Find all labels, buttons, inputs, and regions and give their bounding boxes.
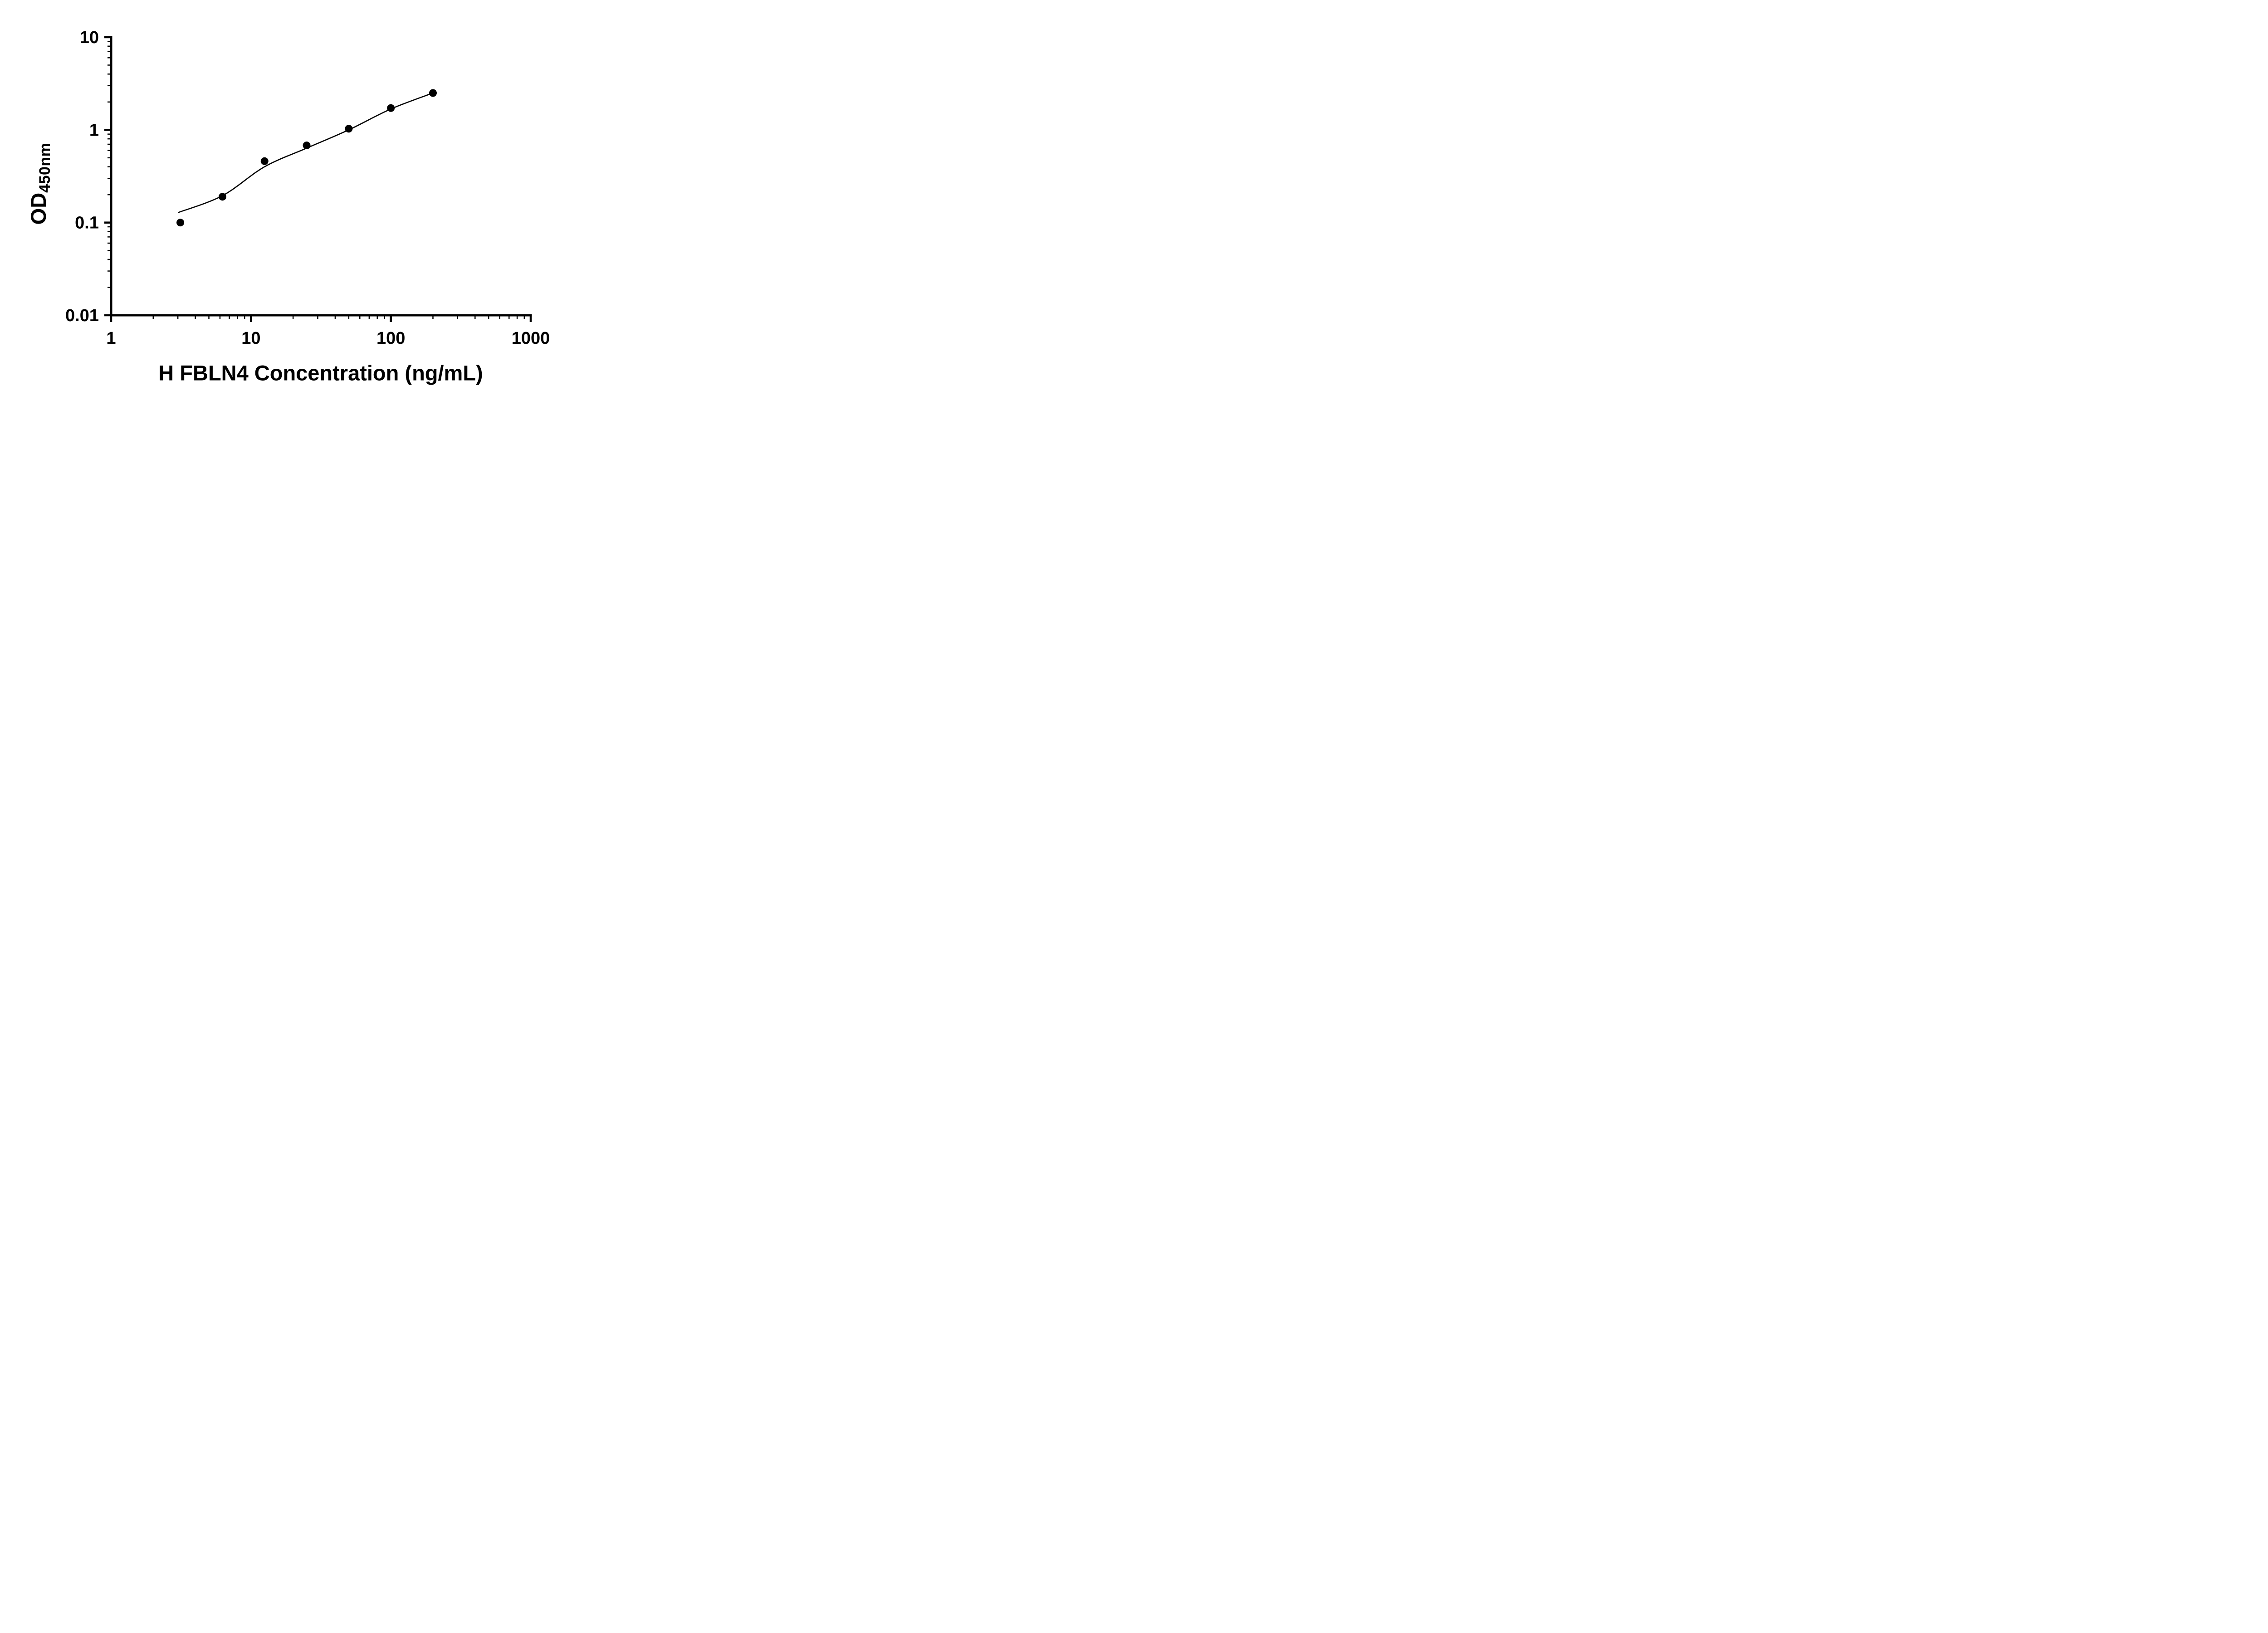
y-tick-label: 0.01	[65, 306, 99, 325]
y-axis-title: OD450nm	[26, 143, 54, 225]
y-axis-title-main: OD	[26, 192, 50, 225]
fit-curve	[177, 92, 433, 214]
data-point	[260, 157, 269, 165]
data-point	[303, 142, 311, 150]
axis-lines	[110, 36, 532, 317]
data-point	[429, 89, 437, 97]
data-point	[176, 219, 185, 227]
x-tick-label: 10	[241, 329, 260, 348]
y-tick-label: 1	[89, 121, 99, 140]
y-tick-label: 10	[80, 28, 99, 47]
data-point	[345, 125, 353, 133]
x-axis-title: H FBLN4 Concentration (ng/mL)	[158, 361, 483, 385]
x-tick-label: 1000	[512, 329, 550, 348]
y-axis-title-sub: 450nm	[36, 142, 54, 193]
x-tick-label: 100	[376, 329, 405, 348]
y-tick-label: 0.1	[75, 214, 99, 233]
data-point	[218, 193, 226, 201]
chart-canvas: 1 10 100 1000 0.01 0.1 1 10	[65, 28, 550, 348]
data-point	[387, 104, 395, 112]
x-tick-label: 1	[106, 329, 116, 348]
elisa-standard-curve-figure: 1 10 100 1000 0.01 0.1 1 10 OD450nm H FBLN4 Con…	[0, 0, 583, 408]
